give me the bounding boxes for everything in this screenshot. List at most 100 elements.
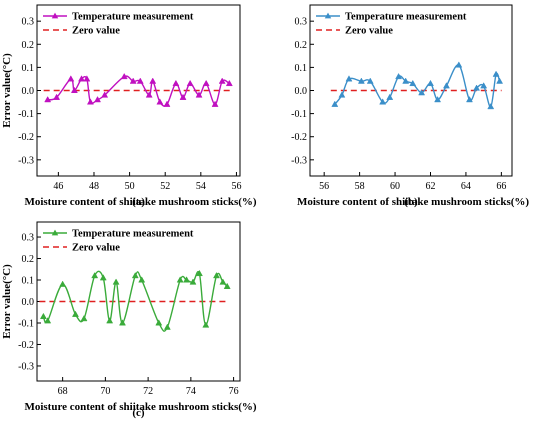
data-point <box>366 77 374 84</box>
legend-label-temperature: Temperature measurement <box>345 12 467 23</box>
data-point <box>211 100 219 107</box>
legend-label-temperature: Temperature measurement <box>72 12 194 23</box>
x-tick-label: 60 <box>390 181 400 192</box>
data-point <box>119 319 126 326</box>
x-tick-label: 68 <box>58 386 68 397</box>
y-tick-label: -0.2 <box>18 340 34 351</box>
data-point <box>149 77 157 84</box>
y-tick-label: -0.1 <box>18 318 34 329</box>
data-point <box>39 312 47 320</box>
x-tick-label: 48 <box>89 181 99 192</box>
data-point <box>138 276 146 283</box>
legend-marker-temperature <box>51 12 59 19</box>
x-tick-label: 56 <box>231 181 241 192</box>
chart-panel-b: -0.3 -0.2 -0.1 0.0 0.1 0.2 0.3 56 58 60 62 64 66 Mois… <box>291 4 529 208</box>
chart-panel-c: -0.3 -0.2 -0.1 0.0 0.1 0.2 0.3 68 70 72 74 76 Moistu… <box>1 221 257 419</box>
data-point <box>112 278 120 285</box>
y-tick-label: -0.3 <box>18 155 34 166</box>
data-point <box>71 310 79 317</box>
data-point <box>67 75 75 82</box>
x-tick-label: 70 <box>100 386 110 397</box>
y-tick-label: 0.2 <box>295 40 308 51</box>
y-tick-label: -0.2 <box>291 132 307 143</box>
data-point <box>434 96 442 103</box>
y-tick-label: 0.3 <box>22 233 35 244</box>
y-tick-label: 0.3 <box>295 17 308 28</box>
data-point <box>83 75 91 82</box>
data-point <box>80 314 88 322</box>
series-line <box>334 64 501 108</box>
y-axis-title: Error value(°C) <box>1 53 13 128</box>
data-point <box>202 321 210 328</box>
y-tick-label: 0.1 <box>22 63 35 74</box>
data-point <box>386 93 394 100</box>
panel-caption: (b) <box>404 196 418 208</box>
data-point <box>120 72 128 80</box>
data-point <box>44 96 52 103</box>
data-point <box>218 77 226 84</box>
data-point <box>442 82 450 89</box>
legend-label-zero: Zero value <box>72 26 120 37</box>
data-point <box>91 272 99 279</box>
y-axis-title: Error value(°C) <box>1 264 13 339</box>
data-point <box>70 86 78 93</box>
y-tick-label: -0.3 <box>291 155 307 166</box>
data-point <box>163 100 171 107</box>
y-tick-label: -0.2 <box>18 132 34 143</box>
x-tick-label: 58 <box>355 181 365 192</box>
data-point <box>99 274 107 281</box>
data-point <box>145 91 153 98</box>
data-point <box>496 77 504 84</box>
data-point <box>466 96 473 103</box>
data-point <box>172 79 180 87</box>
x-tick-label: 50 <box>125 181 135 192</box>
panel-caption: (c) <box>132 407 145 419</box>
panel-caption: (a) <box>132 196 145 208</box>
data-point <box>53 93 61 100</box>
y-tick-label: -0.3 <box>18 361 34 372</box>
data-point <box>402 77 410 84</box>
legend-marker-temperature <box>51 229 59 236</box>
data-point <box>186 79 194 87</box>
data-point <box>395 72 403 80</box>
y-tick-label: 0.1 <box>22 276 35 287</box>
data-point <box>94 96 102 103</box>
x-tick-label: 54 <box>196 181 206 192</box>
data-point <box>131 272 139 279</box>
data-point <box>106 317 114 324</box>
data-point <box>213 272 220 279</box>
x-tick-label: 76 <box>229 386 239 397</box>
data-point <box>155 319 163 326</box>
x-tick-label: 64 <box>461 181 471 192</box>
data-point <box>427 79 434 87</box>
data-point <box>492 70 500 77</box>
data-point <box>225 79 233 87</box>
y-tick-label: 0.2 <box>22 40 35 51</box>
legend-label-zero: Zero value <box>345 26 393 37</box>
data-point <box>86 98 94 105</box>
data-point <box>418 89 426 96</box>
y-tick-label: 0.0 <box>295 86 308 97</box>
data-point <box>59 280 67 287</box>
data-point <box>176 276 184 283</box>
x-tick-label: 66 <box>496 181 506 192</box>
data-point <box>129 77 137 84</box>
x-tick-label: 46 <box>53 181 63 192</box>
data-point <box>136 77 144 84</box>
chart-panel-a: -0.3 -0.2 -0.1 0.0 0.1 0.2 0.3 46 48 50 52 54 56 Mois… <box>1 4 257 208</box>
data-point <box>163 323 171 330</box>
x-axis-title: Moisture content of shiitake mushroom st… <box>297 196 529 208</box>
data-point <box>331 100 339 107</box>
data-point <box>480 82 488 89</box>
data-point <box>195 91 203 98</box>
y-tick-label: -0.1 <box>291 109 307 120</box>
data-point <box>219 278 227 285</box>
x-axis-title: Moisture content of shiitake mushroom st… <box>24 196 256 208</box>
y-tick-label: 0.0 <box>22 86 35 97</box>
data-point <box>189 278 197 285</box>
data-point <box>487 102 495 110</box>
y-tick-label: 0.0 <box>22 297 35 308</box>
data-point <box>179 93 187 100</box>
data-point <box>409 79 417 87</box>
